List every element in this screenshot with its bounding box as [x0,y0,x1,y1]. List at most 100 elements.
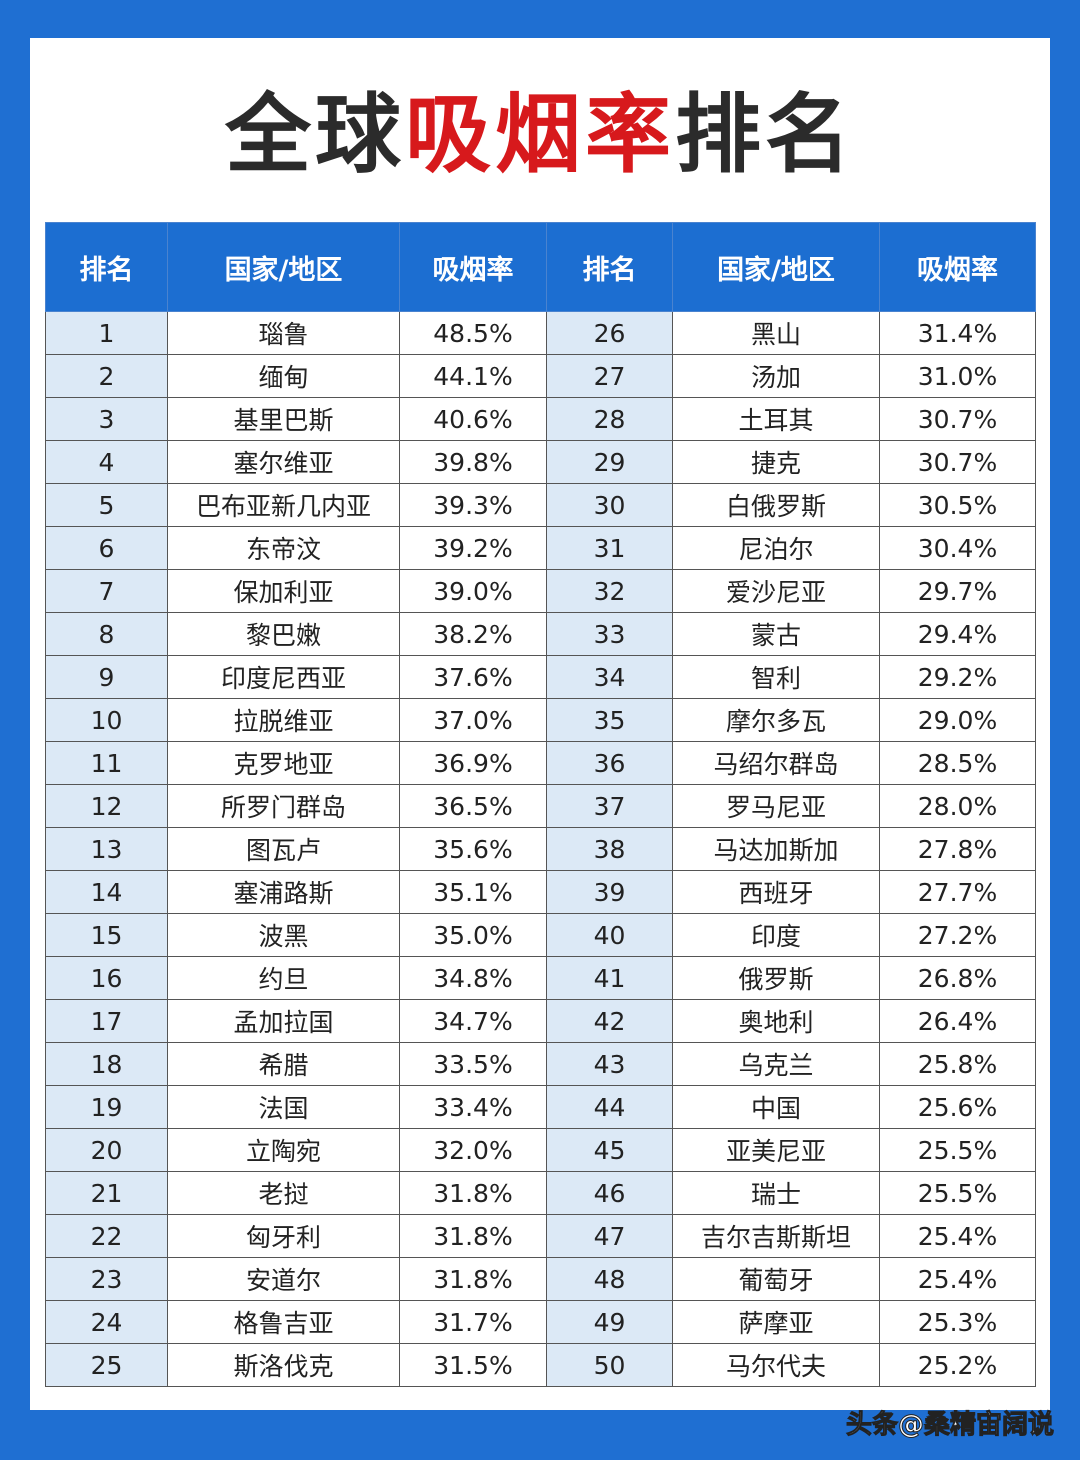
table-cell: 5 [45,483,168,527]
table-cell: 28.0% [879,784,1036,828]
table-cell: 36.9% [399,741,547,785]
table-cell: 11 [45,741,168,785]
table-cell: 约旦 [167,956,400,1000]
table-cell: 44.1% [399,354,547,398]
table-cell: 35.6% [399,827,547,871]
table-cell: 36.5% [399,784,547,828]
table-row: 9 印度尼西亚 37.6% 34 智利 29.2% [45,655,1036,699]
table-cell: 波黑 [167,913,400,957]
table-cell: 25.4% [879,1257,1036,1301]
table-cell: 奥地利 [672,999,880,1043]
table-cell: 34.8% [399,956,547,1000]
table-row: 23 安道尔 31.8% 48 葡萄牙 25.4% [45,1257,1036,1301]
table-cell: 捷克 [672,440,880,484]
table-cell: 35 [546,698,673,742]
table-cell: 立陶宛 [167,1128,400,1172]
table-cell: 瑙鲁 [167,311,400,355]
table-cell: 32 [546,569,673,613]
table-row: 8 黎巴嫩 38.2% 33 蒙古 29.4% [45,612,1036,656]
table-cell: 24 [45,1300,168,1344]
table-cell: 25 [45,1343,168,1387]
title-part: 全球 [225,85,405,185]
table-cell: 31.8% [399,1171,547,1215]
table-cell: 拉脱维亚 [167,698,400,742]
table-cell: 31 [546,526,673,570]
table-cell: 25.6% [879,1085,1036,1129]
table-cell: 8 [45,612,168,656]
table-cell: 50 [546,1343,673,1387]
table-cell: 土耳其 [672,397,880,441]
table-cell: 4 [45,440,168,484]
table-cell: 2 [45,354,168,398]
table-row: 7 保加利亚 39.0% 32 爱沙尼亚 29.7% [45,569,1036,613]
table-cell: 所罗门群岛 [167,784,400,828]
table-cell: 17 [45,999,168,1043]
table-row: 11 克罗地亚 36.9% 36 马绍尔群岛 28.5% [45,741,1036,785]
table-cell: 37 [546,784,673,828]
table-cell: 39.2% [399,526,547,570]
table-cell: 48.5% [399,311,547,355]
table-cell: 20 [45,1128,168,1172]
table-cell: 3 [45,397,168,441]
header-cell: 排名 [546,222,673,312]
table-cell: 乌克兰 [672,1042,880,1086]
table-cell: 32.0% [399,1128,547,1172]
table-cell: 43 [546,1042,673,1086]
header-row: 排名 国家/地区 吸烟率 排名 国家/地区 吸烟率 [45,222,1036,312]
table-cell: 印度尼西亚 [167,655,400,699]
table-row: 15 波黑 35.0% 40 印度 27.2% [45,913,1036,957]
table-cell: 罗马尼亚 [672,784,880,828]
table-cell: 27 [546,354,673,398]
table-cell: 29.0% [879,698,1036,742]
table-cell: 26.8% [879,956,1036,1000]
table-cell: 39.8% [399,440,547,484]
table-cell: 40 [546,913,673,957]
table-cell: 老挝 [167,1171,400,1215]
table-row: 3 基里巴斯 40.6% 28 土耳其 30.7% [45,397,1036,441]
title-part: 吸烟率 [405,85,675,185]
table-row: 5 巴布亚新几内亚 39.3% 30 白俄罗斯 30.5% [45,483,1036,527]
table-row: 6 东帝汶 39.2% 31 尼泊尔 30.4% [45,526,1036,570]
table-cell: 克罗地亚 [167,741,400,785]
table-cell: 34 [546,655,673,699]
table-cell: 希腊 [167,1042,400,1086]
table-row: 2 缅甸 44.1% 27 汤加 31.0% [45,354,1036,398]
table-cell: 马尔代夫 [672,1343,880,1387]
table-cell: 吉尔吉斯斯坦 [672,1214,880,1258]
table-cell: 缅甸 [167,354,400,398]
table-cell: 尼泊尔 [672,526,880,570]
table-cell: 46 [546,1171,673,1215]
table-cell: 45 [546,1128,673,1172]
table-cell: 格鲁吉亚 [167,1300,400,1344]
table-cell: 孟加拉国 [167,999,400,1043]
table-cell: 37.0% [399,698,547,742]
table-row: 13 图瓦卢 35.6% 38 马达加斯加 27.8% [45,827,1036,871]
table-row: 14 塞浦路斯 35.1% 39 西班牙 27.7% [45,870,1036,914]
table-row: 24 格鲁吉亚 31.7% 49 萨摩亚 25.3% [45,1300,1036,1344]
table-cell: 30.4% [879,526,1036,570]
title-part: 排名 [675,85,855,185]
table-cell: 26.4% [879,999,1036,1043]
table-cell: 1 [45,311,168,355]
table-cell: 塞尔维亚 [167,440,400,484]
table-cell: 27.8% [879,827,1036,871]
table-cell: 黎巴嫩 [167,612,400,656]
table-cell: 中国 [672,1085,880,1129]
table-cell: 印度 [672,913,880,957]
table-body: 1 瑙鲁 48.5% 26 黑山 31.4% 2 缅甸 44.1% 27 汤加 31.0% 3 基里巴斯 4… [45,311,1036,1387]
table-cell: 14 [45,870,168,914]
table-row: 25 斯洛伐克 31.5% 50 马尔代夫 25.2% [45,1343,1036,1387]
table-cell: 智利 [672,655,880,699]
table-cell: 33 [546,612,673,656]
table-cell: 法国 [167,1085,400,1129]
table-cell: 塞浦路斯 [167,870,400,914]
ranking-table: 排名 国家/地区 吸烟率 排名 国家/地区 吸烟率 1 瑙鲁 48.5% 26 黑山 31.4% 2 缅… [45,222,1036,1387]
table-cell: 38 [546,827,673,871]
table-cell: 基里巴斯 [167,397,400,441]
table-cell: 汤加 [672,354,880,398]
table-cell: 28.5% [879,741,1036,785]
table-cell: 图瓦卢 [167,827,400,871]
table-row: 10 拉脱维亚 37.0% 35 摩尔多瓦 29.0% [45,698,1036,742]
table-cell: 爱沙尼亚 [672,569,880,613]
table-cell: 12 [45,784,168,828]
